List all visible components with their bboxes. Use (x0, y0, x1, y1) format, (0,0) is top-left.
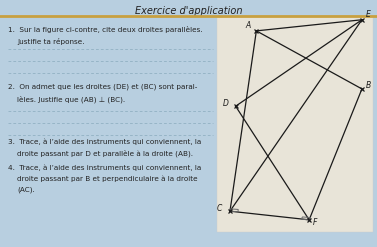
Text: 4.  Trace, à l’aide des instruments qui conviennent, la: 4. Trace, à l’aide des instruments qui c… (8, 164, 201, 171)
Text: F: F (313, 218, 317, 227)
Text: lèles. Justifie que (AB) ⊥ (BC).: lèles. Justifie que (AB) ⊥ (BC). (17, 95, 125, 103)
Text: 1.  Sur la figure ci-contre, cite deux droites parallèles.: 1. Sur la figure ci-contre, cite deux dr… (8, 26, 202, 33)
Text: C: C (217, 204, 222, 213)
Text: 3.  Trace, à l’aide des instruments qui conviennent, la: 3. Trace, à l’aide des instruments qui c… (8, 138, 201, 145)
Text: A: A (246, 21, 251, 30)
Text: D: D (222, 99, 228, 108)
Text: B: B (366, 82, 371, 90)
Text: 2.  On admet que les droites (DE) et (BC) sont paral-: 2. On admet que les droites (DE) et (BC)… (8, 84, 197, 90)
Text: (AC).: (AC). (17, 186, 35, 193)
Text: droite passant par B et perpendiculaire à la droite: droite passant par B et perpendiculaire … (17, 175, 198, 182)
Bar (217, 16, 373, 232)
Text: droite passant par D et parallèle à la droite (AB).: droite passant par D et parallèle à la d… (17, 149, 193, 157)
Text: E: E (366, 10, 371, 19)
Text: Exercice d'application: Exercice d'application (135, 6, 242, 16)
Text: Justifie ta réponse.: Justifie ta réponse. (17, 38, 84, 45)
